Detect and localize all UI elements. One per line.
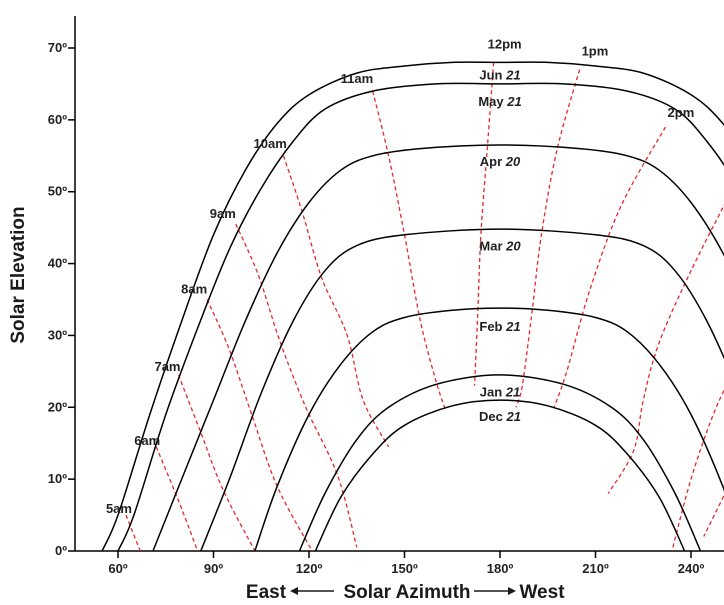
y-tick-label: 30º (48, 327, 67, 342)
hour-label: 10am (254, 136, 287, 151)
y-tick-label: 70º (48, 40, 67, 55)
hour-label: 9am (210, 206, 236, 221)
x-axis-east-label: East (246, 582, 287, 603)
y-tick-label: 20º (48, 399, 67, 414)
x-tick-label: 180º (487, 561, 514, 576)
date-curve (117, 82, 724, 552)
hour-line (607, 204, 724, 494)
date-lines-group (101, 61, 724, 552)
hour-line (282, 155, 390, 448)
date-curve (152, 144, 724, 552)
date-label: Mar 20 (479, 239, 521, 254)
date-label: Dec 21 (479, 409, 521, 424)
date-curve (101, 61, 724, 552)
y-tick-label: 0º (55, 543, 67, 558)
hour-line (125, 514, 141, 552)
hour-line (473, 62, 495, 386)
date-curve (314, 399, 686, 552)
hour-line (553, 126, 667, 408)
hour-label: 2pm (668, 105, 695, 120)
x-tick-label: 120º (296, 561, 323, 576)
hour-label: 12pm (488, 36, 522, 51)
hour-line (703, 493, 724, 537)
labels-group: 5am6am7am8am9am10am11am12pm1pm2pm3pm4pm5… (106, 36, 695, 516)
x-tick-label: 60º (108, 561, 127, 576)
date-label: Feb 21 (479, 319, 520, 334)
x-tick-label: 90º (204, 561, 223, 576)
date-label: Jun 21 (479, 68, 520, 83)
axes-group: 0º 10º 20º 30º 40º 50º 60º 70º 60º 90º 120º 150º 180… (48, 16, 724, 576)
y-tick-label: 40º (48, 256, 67, 271)
hour-line (372, 90, 447, 412)
date-label: Apr 20 (480, 154, 521, 169)
hour-label: 11am (341, 71, 374, 86)
date-label: May 21 (478, 94, 521, 109)
date-curve (200, 228, 724, 552)
hour-line (206, 299, 313, 552)
y-tick-label: 10º (48, 471, 67, 486)
hour-label: 6am (134, 433, 160, 448)
hour-label: 1pm (582, 44, 609, 59)
y-tick-label: 60º (48, 112, 67, 127)
x-tick-label: 210º (582, 561, 609, 576)
date-curve (298, 374, 702, 552)
east-arrow (290, 587, 334, 595)
date-label: Jan 21 (480, 384, 520, 399)
hour-line (235, 223, 358, 548)
hour-label: 8am (181, 282, 207, 297)
x-axis-title: Solar Azimuth (343, 582, 470, 603)
hour-line (671, 388, 724, 552)
west-arrow (474, 587, 516, 595)
hour-label: 5am (106, 501, 132, 516)
x-tick-label: 240º (678, 561, 705, 576)
hour-line (515, 69, 581, 408)
y-axis-title: Solar Elevation (8, 206, 29, 343)
x-tick-label: 150º (391, 561, 418, 576)
hour-line (177, 374, 256, 552)
x-axis-west-label: West (519, 582, 565, 603)
hour-lines-group (125, 62, 724, 552)
hour-label: 7am (154, 359, 180, 374)
date-curve (254, 307, 724, 552)
hour-line (155, 446, 199, 552)
y-tick-label: 50º (48, 184, 67, 199)
